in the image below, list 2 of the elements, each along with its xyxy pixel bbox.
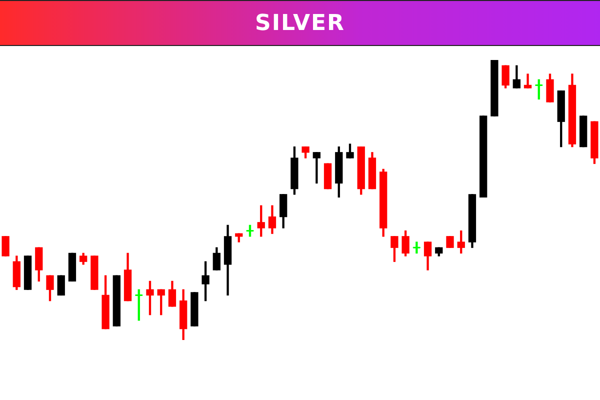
chart-title: SILVER	[254, 10, 345, 36]
candlestick	[524, 74, 532, 88]
